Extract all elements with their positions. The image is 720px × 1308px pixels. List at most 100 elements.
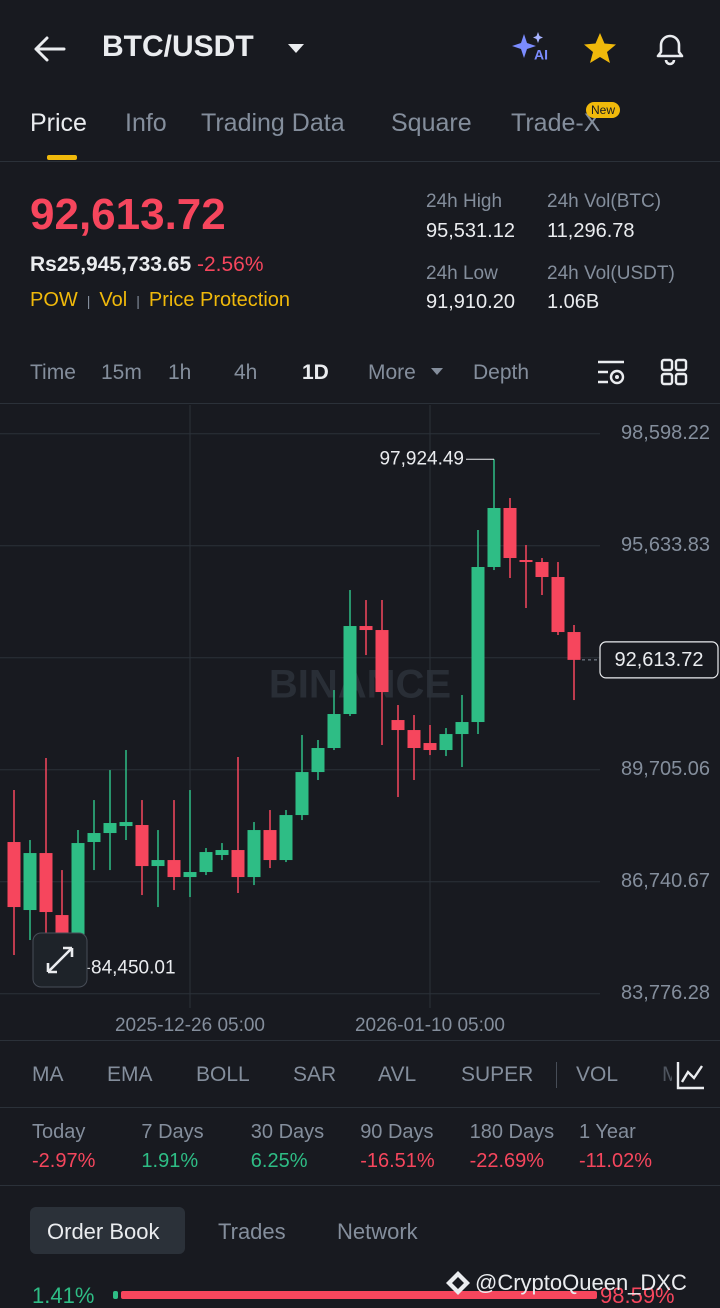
back-button[interactable] [32,34,68,64]
tab[interactable]: Square [391,109,472,137]
fiat-value: Rs25,945,733.65 [30,253,192,276]
expand-button[interactable] [32,932,88,988]
high-label: 97,924.49 [379,448,464,469]
divider [0,1107,720,1108]
svg-text:AI: AI [534,47,548,63]
book-tab[interactable]: Network [337,1219,418,1244]
candle-body [471,567,485,723]
bid-bar [113,1291,118,1299]
period-change: 1.91% [141,1150,199,1172]
y-tick-label: 95,633.83 [621,534,710,556]
indicator[interactable]: AVL [378,1063,417,1086]
pair-dropdown[interactable] [286,42,306,56]
candle-body [87,833,101,843]
divider [0,161,720,162]
last-price: 92,613.72 [30,190,226,239]
tag[interactable]: Price Protection [148,289,291,311]
tab[interactable]: Info [125,109,167,137]
pair-title[interactable]: BTC/USDT [102,30,254,63]
interval[interactable]: Time [30,361,76,384]
tag[interactable]: POW [30,289,78,311]
ask-bar [121,1291,597,1299]
stat-value: 95,531.12 [426,220,515,242]
divider [0,403,720,404]
candle-body [551,577,565,633]
candle-body [215,850,229,856]
period-label: 1 Year [579,1121,636,1143]
candlestick-chart: BINANCE 98,598.2295,633.8392,669.4189,70… [0,405,719,1036]
period-change: -16.51% [360,1150,435,1172]
layout-icon[interactable] [660,358,688,386]
interval[interactable]: 4h [234,361,258,384]
indicator[interactable]: SAR [293,1063,337,1086]
candle-body [7,842,21,908]
stat-label: 24h High [426,191,503,212]
user-watermark: @CryptoQueen_DXC [475,1270,687,1295]
candle-body [135,825,149,867]
interval[interactable]: More [368,361,416,384]
book-tab[interactable]: Trades [218,1219,286,1244]
chart-settings-icon[interactable] [596,358,628,388]
interval[interactable]: 1h [168,361,192,384]
tag[interactable]: Vol [99,289,128,311]
candle-body [567,632,581,660]
indicator[interactable]: SUPER [461,1063,534,1086]
period-label: 30 Days [250,1121,325,1143]
period-label: 90 Days [360,1121,434,1143]
indicator-settings[interactable] [676,1060,706,1090]
indicator[interactable]: EMA [107,1063,153,1086]
separator: | [86,293,91,309]
book-tab[interactable]: Order Book [47,1219,160,1244]
interval[interactable]: Depth [473,361,530,384]
candle-body [103,823,117,834]
stat-value: 1.06B [547,291,600,313]
candle-body [519,560,533,563]
candle-body [55,915,69,936]
separator: | [136,293,140,309]
candle-body [487,507,501,568]
indicator[interactable]: VOL [576,1063,619,1086]
period-change: 6.25% [250,1150,308,1172]
candle-body [247,830,261,878]
favorite-star[interactable] [582,31,618,65]
period-change: -2.97% [32,1150,96,1172]
indicator[interactable]: MA [32,1063,64,1086]
ask-ratio: 98.59% [600,1283,675,1308]
more-caret [431,368,443,375]
y-tick-label: 83,776.28 [621,982,710,1004]
period-change: -22.69% [469,1150,545,1172]
candle-body [535,562,549,578]
candle-body [199,852,213,873]
indicator[interactable]: BOLL [196,1063,250,1086]
divider [0,1185,720,1186]
candle-body [359,626,373,631]
stat-value: 11,296.78 [547,220,635,242]
price-change: -2.56% [196,253,264,276]
candle-body [279,815,293,861]
candle-body [183,872,197,878]
last-price-box [599,641,719,679]
candle-body [439,734,453,751]
ai-icon[interactable]: AI [512,30,552,64]
period-change: -11.02% [579,1150,653,1172]
candle-body [151,860,165,867]
stat-label: 24h Low [426,263,498,284]
notification-bell[interactable] [652,30,688,66]
candle-body [455,722,469,735]
last-price-label: 92,613.72 [615,649,704,671]
tab[interactable]: Trading Data [201,109,345,137]
candle-body [343,626,357,715]
x-tick-label: 2026-01-10 05:00 [355,1015,505,1036]
interval[interactable]: 15m [101,361,142,384]
candle-body [231,850,245,878]
tab[interactable]: Price [30,109,87,137]
tab-indicator [47,155,77,160]
candle-body [71,843,85,936]
candle-body [311,748,325,773]
tab-bg [30,1207,185,1254]
tab[interactable]: Trade-X [511,109,601,137]
x-tick-label: 2025-12-26 05:00 [115,1015,265,1036]
interval-active[interactable]: 1D [302,361,329,384]
candle-body [23,853,37,911]
